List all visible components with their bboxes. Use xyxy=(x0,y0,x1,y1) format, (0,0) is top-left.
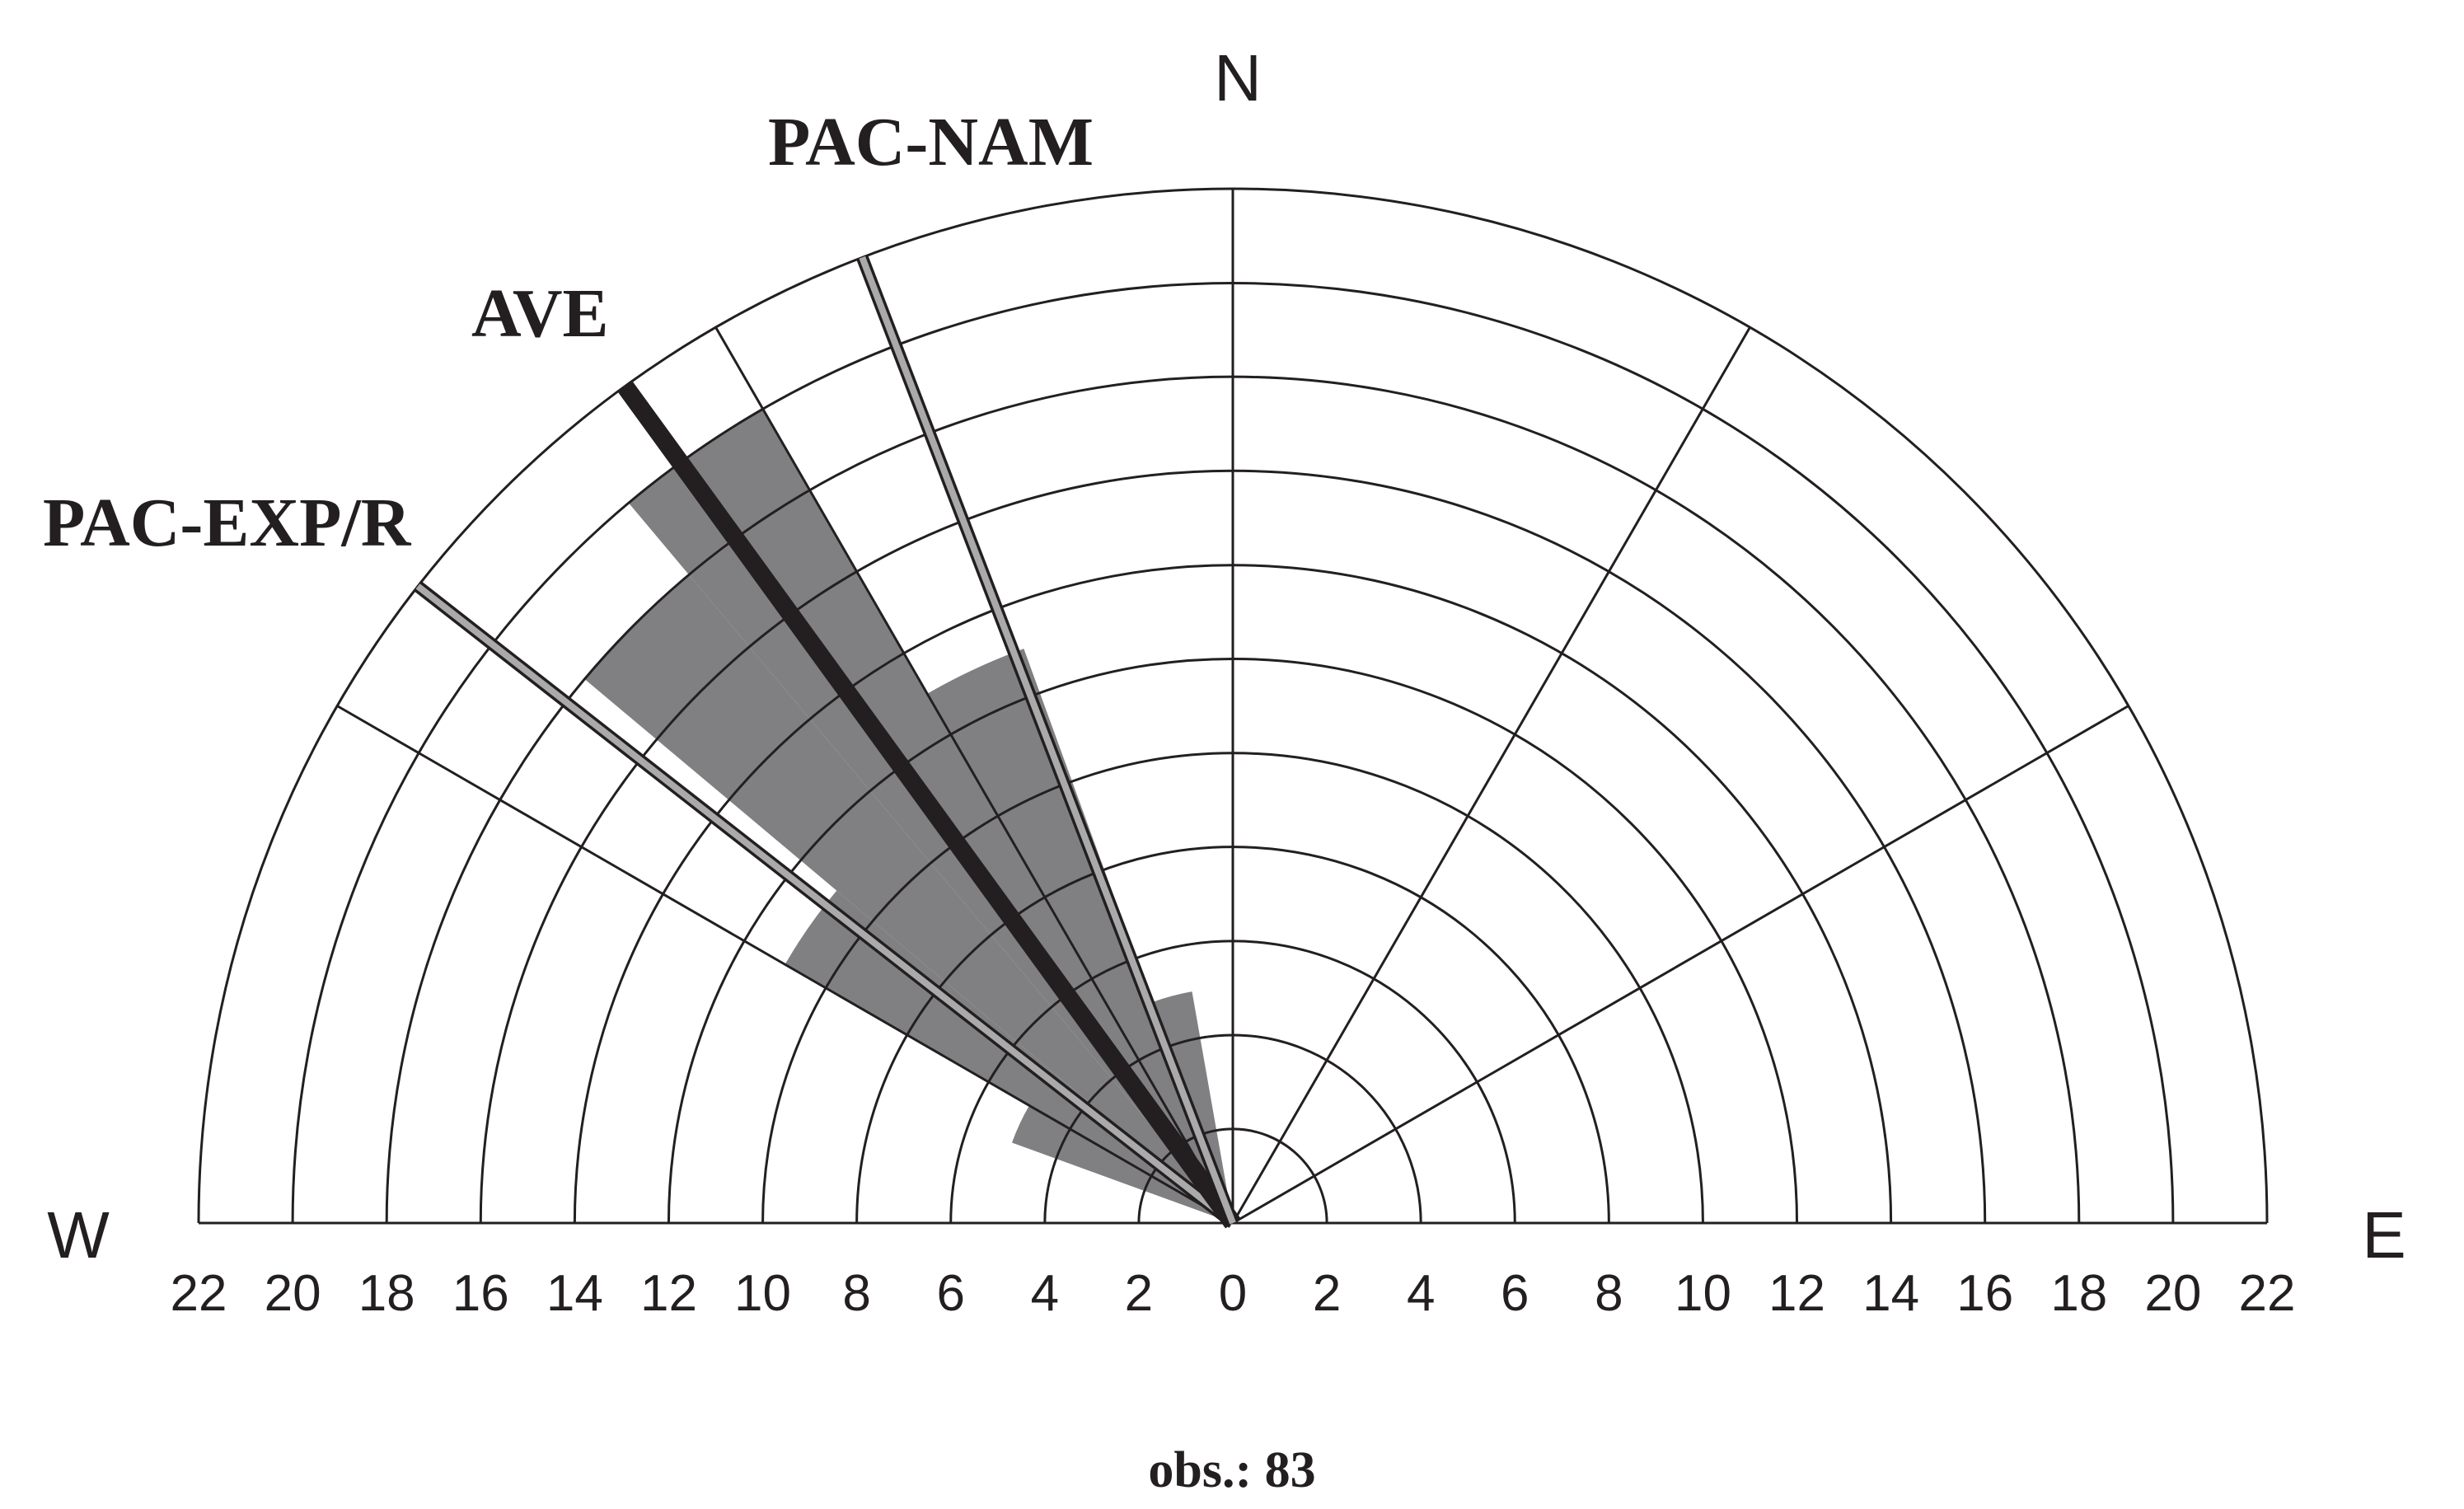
tick-label-18: 14 xyxy=(1862,1265,1919,1322)
tick-label-2: 18 xyxy=(358,1265,415,1322)
compass-west-label: W xyxy=(47,1198,110,1272)
grid-spoke-300 xyxy=(336,705,1234,1225)
tick-label-10: 2 xyxy=(1125,1265,1153,1322)
tick-label-4: 14 xyxy=(546,1265,603,1322)
tick-label-13: 4 xyxy=(1407,1265,1435,1322)
compass-north-label: N xyxy=(1214,41,1262,115)
tick-label-11: 0 xyxy=(1219,1265,1247,1322)
grid-spoke-30 xyxy=(1231,326,1751,1224)
tick-label-15: 8 xyxy=(1595,1265,1623,1322)
tick-label-20: 18 xyxy=(2050,1265,2107,1322)
grid-spoke-330 xyxy=(714,326,1234,1224)
direction-label-pac-exp-r: PAC-EXP/R xyxy=(43,485,412,561)
tick-label-8: 6 xyxy=(936,1265,964,1322)
grid-spoke-60 xyxy=(1232,705,2129,1225)
tick-label-9: 4 xyxy=(1031,1265,1059,1322)
direction-line-pac-exp-r xyxy=(414,581,1237,1228)
tick-label-21: 20 xyxy=(2144,1265,2201,1322)
tick-label-5: 12 xyxy=(640,1265,697,1322)
petal-2 xyxy=(584,574,1233,1223)
tick-label-3: 16 xyxy=(452,1265,509,1322)
directions-layer xyxy=(414,255,1240,1229)
tick-label-7: 8 xyxy=(842,1265,870,1322)
tick-label-12: 2 xyxy=(1313,1265,1341,1322)
direction-line-pac-nam xyxy=(856,255,1239,1225)
tick-label-14: 6 xyxy=(1501,1265,1529,1322)
tick-label-17: 12 xyxy=(1768,1265,1825,1322)
direction-line-ave xyxy=(617,381,1240,1229)
tick-label-16: 10 xyxy=(1675,1265,1731,1322)
tick-label-6: 10 xyxy=(734,1265,791,1322)
grid-layer xyxy=(197,187,2269,1225)
direction-label-pac-nam: PAC-NAM xyxy=(768,104,1094,180)
compass-east-label: E xyxy=(2362,1198,2405,1272)
tick-label-0: 22 xyxy=(171,1265,227,1322)
tick-label-1: 20 xyxy=(265,1265,321,1322)
direction-label-ave: AVE xyxy=(471,275,609,352)
tick-labels: 22 20 18 16 14 12 10 8 6 4 2 0 2 4 6 8 10 12 14 16 18 20 22 xyxy=(171,1265,2296,1322)
observations-annotation: obs.: 83 xyxy=(1148,1442,1315,1498)
tick-label-19: 16 xyxy=(1956,1265,2013,1322)
petal-4 xyxy=(927,649,1233,1223)
tick-label-22: 22 xyxy=(2239,1265,2296,1322)
